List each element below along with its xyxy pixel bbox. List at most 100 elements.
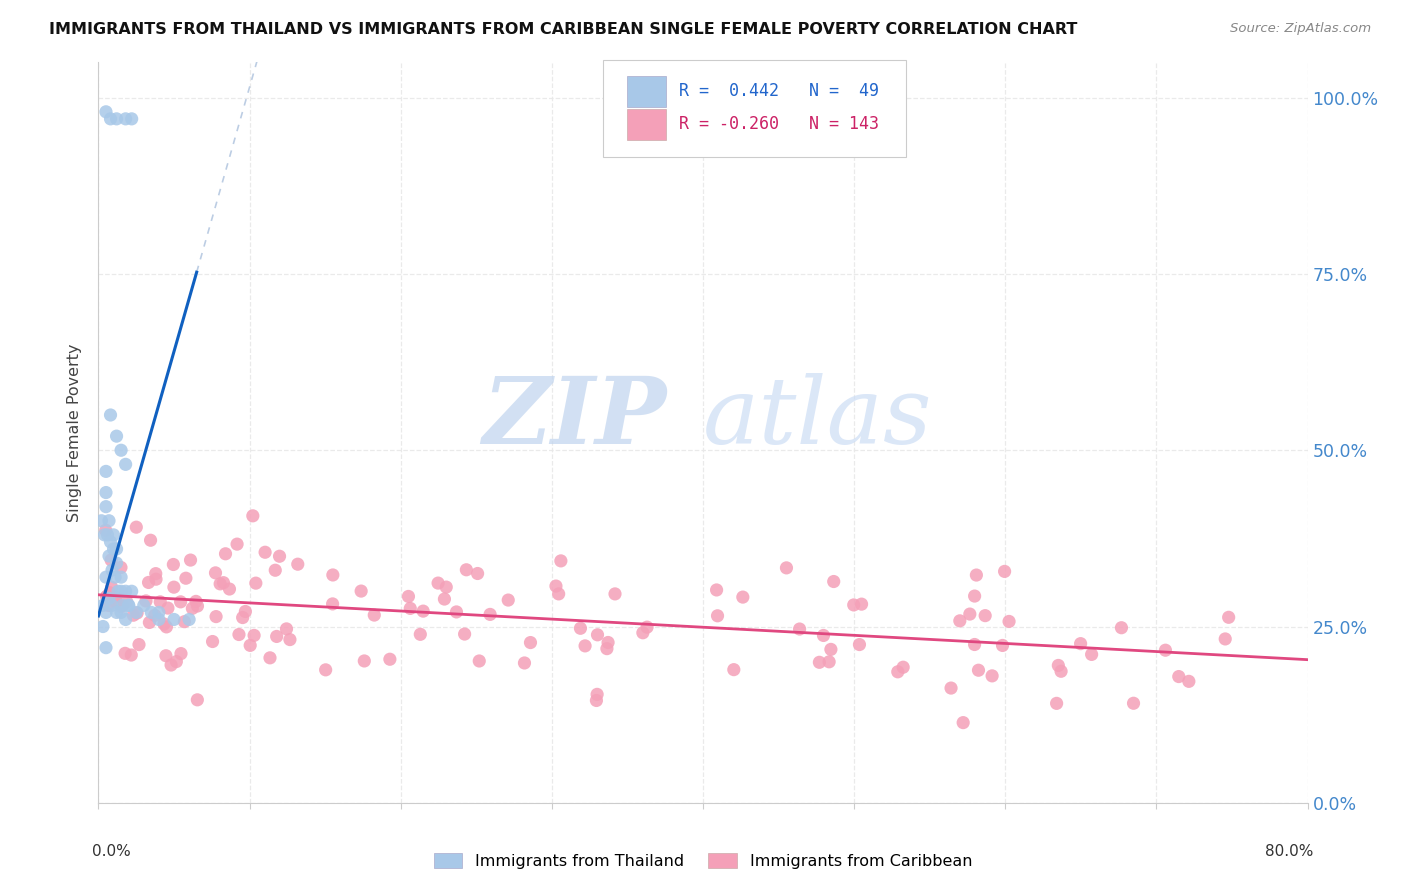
Point: [631, 625, 654, 640]
Point: [569, 621, 592, 635]
Point: [434, 580, 457, 594]
Point: [467, 566, 489, 581]
Point: [100, 580, 122, 594]
Point: [322, 597, 344, 611]
Point: [245, 576, 267, 591]
Point: [98, 514, 121, 528]
Point: [100, 553, 122, 567]
Point: [121, 584, 143, 599]
Point: [596, 641, 619, 656]
Point: [353, 654, 375, 668]
Point: [110, 599, 132, 614]
Point: [848, 638, 870, 652]
Point: [105, 112, 128, 126]
Point: [603, 587, 626, 601]
Point: [103, 528, 125, 542]
Point: [141, 606, 163, 620]
Point: [479, 607, 502, 622]
Point: [180, 553, 202, 567]
Point: [122, 608, 145, 623]
Point: [963, 589, 986, 603]
Point: [149, 595, 172, 609]
Point: [468, 654, 491, 668]
Point: [842, 598, 865, 612]
Point: [513, 656, 536, 670]
Point: [94, 570, 117, 584]
Point: [409, 627, 432, 641]
Legend: Immigrants from Thailand, Immigrants from Caribbean: Immigrants from Thailand, Immigrants fro…: [427, 847, 979, 875]
Point: [998, 615, 1021, 629]
Point: [242, 508, 264, 523]
Point: [981, 669, 1004, 683]
Point: [186, 693, 208, 707]
Point: [110, 570, 132, 584]
Point: [887, 665, 910, 679]
Point: [105, 556, 128, 570]
Point: [127, 606, 149, 620]
Point: [706, 608, 728, 623]
Point: [731, 590, 754, 604]
Point: [254, 545, 277, 559]
Text: atlas: atlas: [703, 373, 932, 463]
Point: [266, 630, 288, 644]
Point: [91, 619, 114, 633]
Text: ZIP: ZIP: [482, 373, 666, 463]
Point: [204, 566, 226, 580]
Point: [181, 601, 204, 615]
Point: [115, 594, 138, 608]
Point: [139, 533, 162, 548]
Point: [232, 610, 254, 624]
Point: [350, 584, 373, 599]
Point: [276, 622, 298, 636]
Point: [96, 590, 118, 604]
Text: Source: ZipAtlas.com: Source: ZipAtlas.com: [1230, 22, 1371, 36]
Point: [105, 541, 128, 556]
Point: [706, 582, 728, 597]
Point: [114, 112, 136, 126]
Point: [1178, 674, 1201, 689]
Point: [110, 560, 132, 574]
Point: [1167, 669, 1189, 683]
Point: [94, 485, 117, 500]
Point: [98, 549, 121, 563]
Point: [596, 635, 619, 649]
Point: [209, 577, 232, 591]
Point: [155, 620, 177, 634]
Point: [135, 594, 157, 608]
Point: [456, 563, 478, 577]
Point: [169, 595, 191, 609]
Text: R = -0.260   N = 143: R = -0.260 N = 143: [679, 115, 879, 133]
Point: [399, 601, 422, 615]
Point: [574, 639, 596, 653]
Point: [155, 648, 177, 663]
Point: [96, 528, 118, 542]
Point: [259, 650, 281, 665]
Point: [184, 594, 207, 608]
Point: [1080, 648, 1102, 662]
Point: [114, 646, 136, 660]
Point: [1213, 632, 1236, 646]
Point: [132, 599, 155, 613]
Point: [98, 586, 121, 600]
Point: [94, 640, 117, 655]
Point: [974, 608, 997, 623]
Point: [148, 612, 170, 626]
Point: [775, 561, 797, 575]
Point: [145, 572, 167, 586]
Point: [1218, 610, 1240, 624]
Point: [173, 615, 195, 629]
Point: [239, 639, 262, 653]
Text: 80.0%: 80.0%: [1265, 844, 1313, 858]
Point: [243, 628, 266, 642]
Point: [453, 627, 475, 641]
Point: [789, 622, 811, 636]
Point: [201, 634, 224, 648]
Point: [114, 584, 136, 599]
Point: [315, 663, 337, 677]
Point: [287, 558, 309, 572]
Point: [104, 595, 127, 609]
Point: [160, 658, 183, 673]
Point: [104, 570, 127, 584]
Point: [808, 656, 831, 670]
Point: [205, 609, 228, 624]
